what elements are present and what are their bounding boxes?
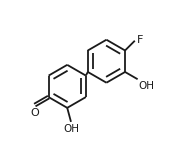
Text: O: O — [31, 108, 39, 118]
Text: OH: OH — [138, 81, 154, 91]
Text: F: F — [137, 35, 143, 45]
Text: OH: OH — [64, 124, 80, 134]
